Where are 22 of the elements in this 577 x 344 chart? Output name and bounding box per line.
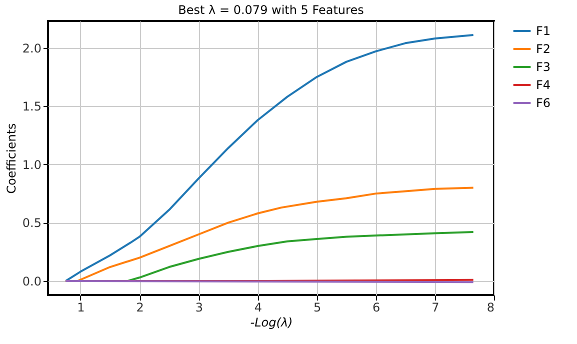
y-tick-label: 2.0 xyxy=(22,41,42,56)
x-tick-label: 7 xyxy=(432,300,440,314)
y-tick-label: 0.5 xyxy=(22,216,42,230)
legend-label: F2 xyxy=(536,42,551,56)
legend-label: F1 xyxy=(536,24,551,38)
y-axis-title: Coefficients xyxy=(4,123,18,194)
x-axis-title: -Log(λ) xyxy=(250,316,293,330)
x-tick-label: 3 xyxy=(195,300,203,314)
x-tick-label: 5 xyxy=(313,300,322,314)
x-tick-label: 8 xyxy=(486,300,494,314)
x-tick-label: 6 xyxy=(372,300,380,314)
legend-label: F6 xyxy=(536,96,551,110)
legend-label: F3 xyxy=(536,60,551,74)
y-tick-label: 0.0 xyxy=(22,274,42,289)
x-tick-label: 1 xyxy=(77,300,85,314)
legend-label: F4 xyxy=(536,78,551,92)
line-series xyxy=(64,34,474,282)
y-tick-label: 1.0 xyxy=(22,158,42,172)
chart-title: Best λ = 0.079 with 5 Features xyxy=(178,3,364,17)
x-tick-label: 2 xyxy=(136,300,144,314)
x-tick-label: 4 xyxy=(254,300,262,314)
y-tick-label: 1.5 xyxy=(22,100,42,114)
